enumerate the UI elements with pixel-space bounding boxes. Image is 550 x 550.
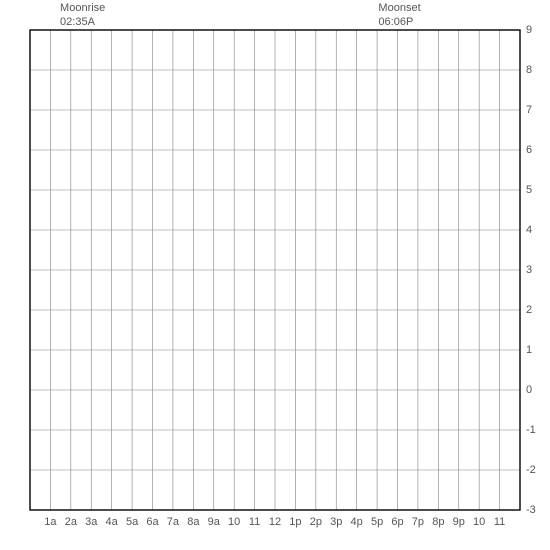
x-tick-label: 4a — [106, 516, 118, 528]
x-tick-label: 5a — [126, 516, 138, 528]
x-tick-label: 8a — [187, 516, 199, 528]
annotation-title: Moonrise — [60, 2, 105, 16]
x-tick-label: 11 — [494, 516, 505, 528]
x-tick-label: 10 — [473, 516, 485, 528]
y-tick-label: 2 — [526, 304, 532, 316]
x-tick-label: 7a — [167, 516, 179, 528]
y-tick-label: 9 — [526, 24, 532, 36]
y-tick-label: 3 — [526, 264, 532, 276]
x-tick-label: 3a — [85, 516, 97, 528]
x-tick-label: 7p — [412, 516, 424, 528]
y-tick-label: 5 — [526, 184, 532, 196]
y-tick-label: 4 — [526, 224, 532, 236]
y-tick-label: 8 — [526, 64, 532, 76]
x-tick-label: 12 — [269, 516, 281, 528]
x-tick-label: 11 — [249, 516, 260, 528]
x-tick-label: 2p — [310, 516, 322, 528]
y-tick-label: -2 — [526, 464, 536, 476]
moon-annotation: Moonrise02:35A — [60, 2, 105, 30]
x-tick-label: 1a — [44, 516, 56, 528]
x-tick-label: 5p — [371, 516, 383, 528]
moon-annotation: Moonset06:06P — [378, 2, 420, 30]
chart-svg — [0, 0, 550, 550]
y-tick-label: 6 — [526, 144, 532, 156]
x-tick-label: 3p — [330, 516, 342, 528]
annotation-time: 02:35A — [60, 16, 105, 30]
x-tick-label: 1p — [289, 516, 301, 528]
x-tick-label: 6p — [391, 516, 403, 528]
x-tick-label: 9a — [208, 516, 220, 528]
y-tick-label: 0 — [526, 384, 532, 396]
x-tick-label: 10 — [228, 516, 240, 528]
y-tick-label: 1 — [526, 344, 532, 356]
x-tick-label: 8p — [432, 516, 444, 528]
x-tick-label: 9p — [453, 516, 465, 528]
y-tick-label: -1 — [526, 424, 536, 436]
y-tick-label: 7 — [526, 104, 532, 116]
y-tick-label: -3 — [526, 504, 536, 516]
tide-chart: Moonrise02:35A Moonset06:06P 1a 2a 3a 4a 5a 6a 7… — [0, 0, 550, 550]
annotation-title: Moonset — [378, 2, 420, 16]
x-tick-label: 6a — [146, 516, 158, 528]
annotation-time: 06:06P — [378, 16, 420, 30]
x-tick-label: 2a — [65, 516, 77, 528]
x-tick-label: 4p — [351, 516, 363, 528]
